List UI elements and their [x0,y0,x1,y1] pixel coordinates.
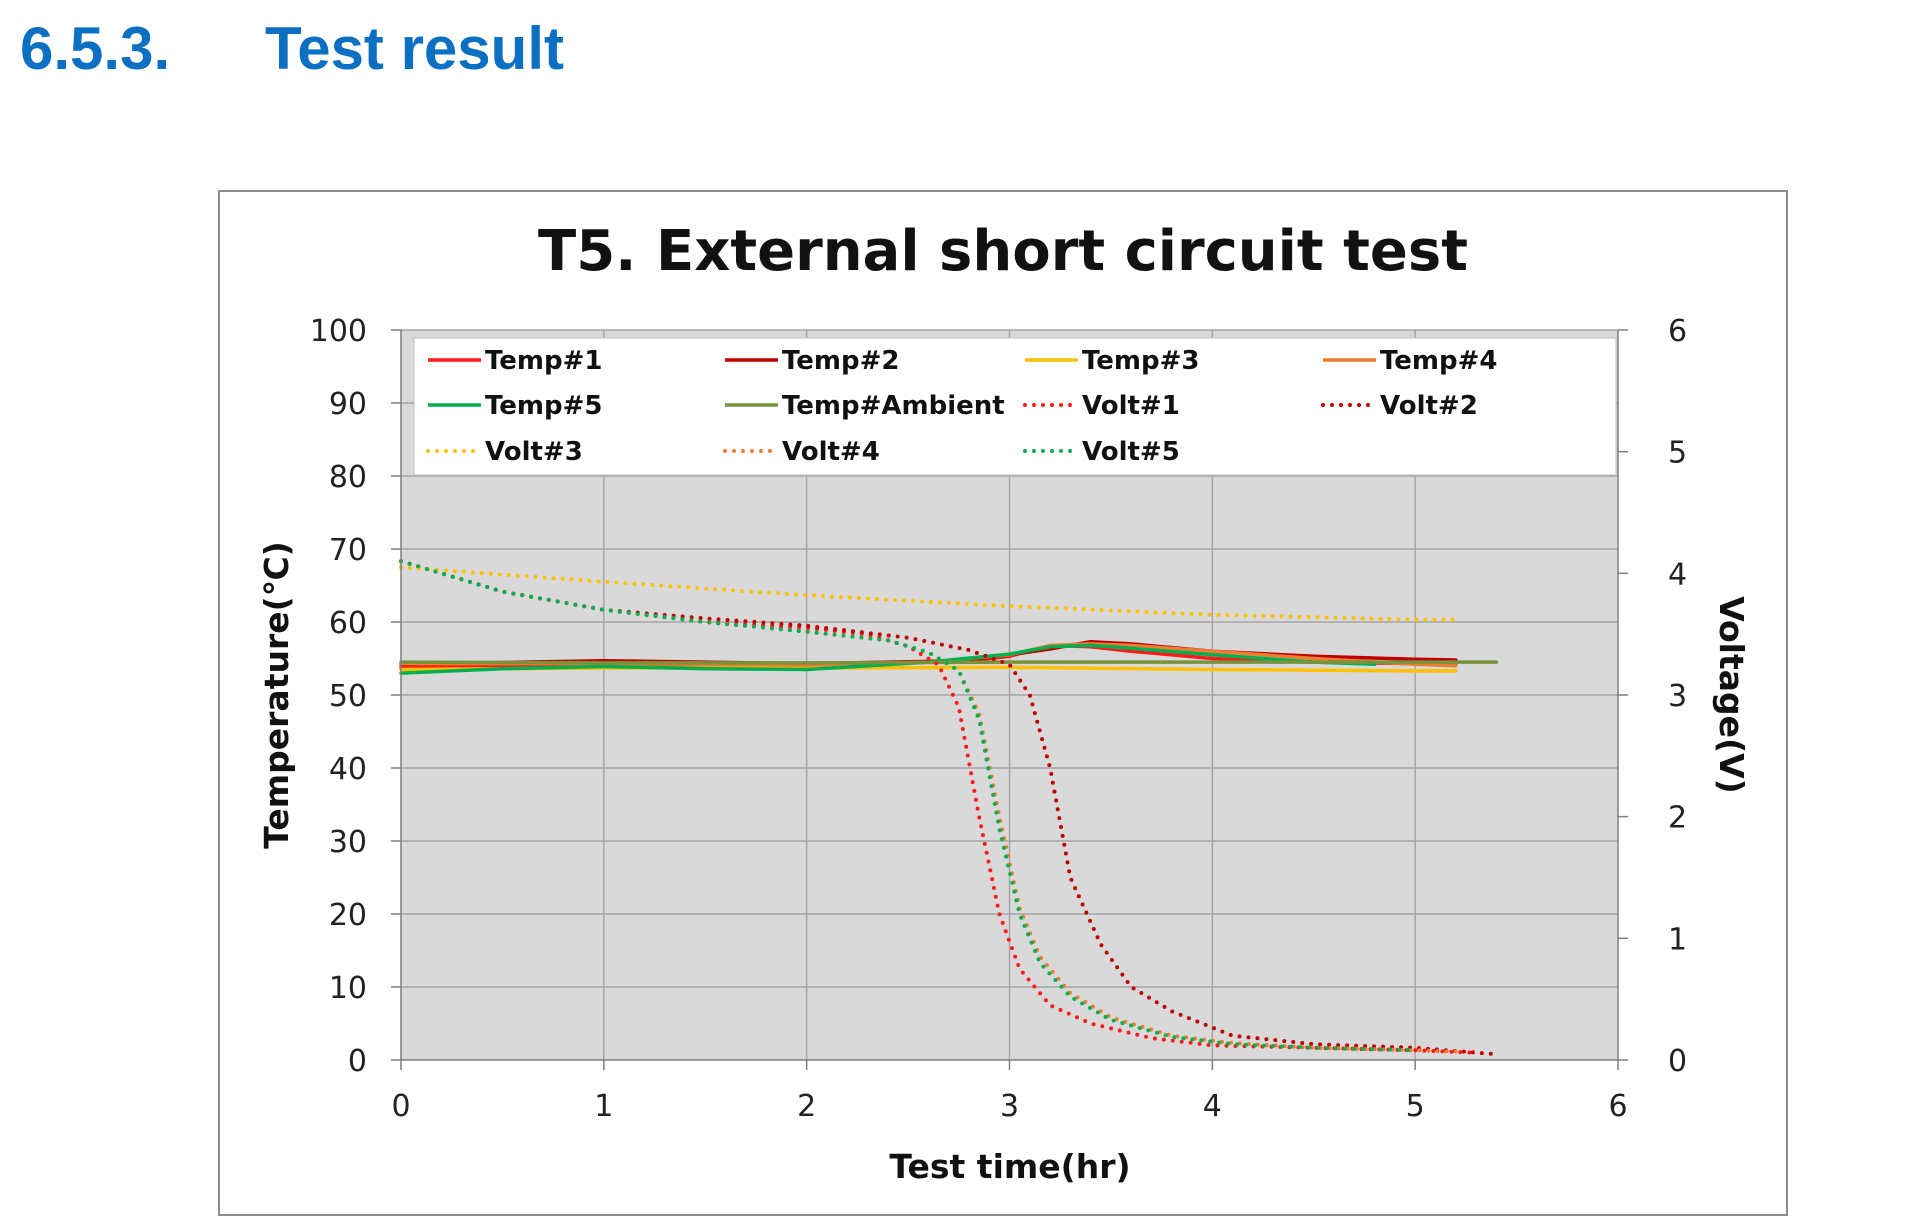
legend-label: Volt#4 [782,437,880,467]
x-axis-title: Test time(hr) [889,1147,1130,1186]
y2-tick-label: 2 [1668,801,1687,836]
legend-label: Temp#2 [782,346,900,376]
y-tick-label: 20 [329,898,367,933]
y-axis-title: Temperature(℃) [257,541,296,849]
series-line-volt-2 [399,559,1495,1056]
series-group [399,559,1499,1056]
legend-label: Temp#1 [485,346,603,376]
y-tick-label: 0 [348,1044,367,1079]
y-tick-label: 10 [329,971,367,1006]
x-tick-label: 4 [1203,1089,1222,1124]
series-line-volt-1 [399,559,1478,1055]
y-tick-label: 40 [329,752,367,787]
legend-label: Temp#5 [485,391,603,421]
legend-label: Volt#1 [1082,391,1180,421]
x-tick-label: 1 [594,1089,613,1124]
y-tick-label: 30 [329,825,367,860]
y2-tick-label: 4 [1668,557,1687,592]
x-tick-label: 6 [1608,1089,1627,1124]
y-tick-label: 80 [329,460,367,495]
y2-tick-label: 6 [1668,314,1687,349]
x-tick-label: 3 [1000,1089,1019,1124]
y-tick-label: 70 [329,533,367,568]
legend-label: Temp#3 [1082,346,1200,376]
legend-label: Volt#5 [1082,437,1180,467]
series-line-temp-ambient [399,660,1499,665]
y2-tick-label: 1 [1668,922,1687,957]
legend-label: Volt#2 [1380,391,1478,421]
series-line-volt-5 [399,559,1418,1053]
series-line-temp-5 [399,643,1377,675]
legend-box [413,337,1617,476]
y-tick-label: 50 [329,679,367,714]
y2-axis-title: Voltage(V) [1712,596,1751,793]
legend-label: Temp#4 [1380,346,1498,376]
x-tick-label: 0 [391,1089,410,1124]
y-tick-label: 100 [310,314,367,349]
series-line-volt-3 [399,565,1458,622]
x-tick-label: 5 [1406,1089,1425,1124]
y-tick-label: 90 [329,387,367,422]
y-tick-label: 60 [329,606,367,641]
legend-label: Volt#3 [485,437,583,467]
legend-label: Temp#Ambient [782,391,1005,421]
section-title: Test result [265,15,564,82]
series-line-volt-4 [399,559,1458,1054]
section-heading: 6.5.3. Test result [20,14,564,83]
y2-tick-label: 3 [1668,679,1687,714]
x-tick-label: 2 [797,1089,816,1124]
legend: Temp#1 Temp#2 Temp#3 Temp#4 Temp#5 Temp#Ambie… [413,337,1617,476]
section-number: 6.5.3. [20,15,171,82]
chart-title: T5. External short circuit test [538,219,1468,284]
y2-tick-label: 0 [1668,1044,1687,1079]
y2-tick-label: 5 [1668,436,1687,471]
